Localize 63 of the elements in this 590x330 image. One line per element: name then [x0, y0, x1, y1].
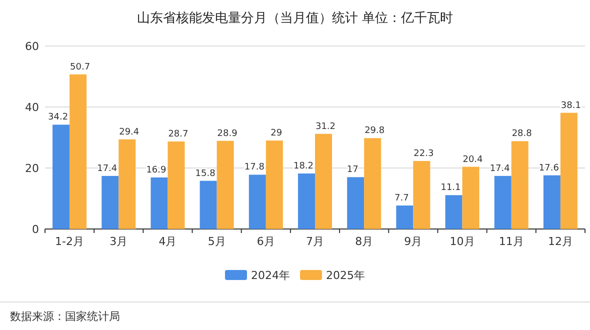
x-tick-label: 6月 — [256, 235, 275, 248]
x-tick-label: 12月 — [548, 235, 573, 248]
legend-label: 2025年 — [326, 269, 365, 282]
bar — [168, 141, 185, 229]
bar — [560, 112, 578, 229]
data-label: 7.7 — [394, 194, 409, 204]
y-tick-label: 0 — [32, 223, 39, 236]
data-label: 29.4 — [119, 127, 140, 138]
x-tick-label: 4月 — [158, 235, 177, 248]
data-label: 29.8 — [364, 126, 385, 136]
bar — [494, 176, 512, 229]
data-label: 15.8 — [195, 168, 216, 179]
data-label: 17.4 — [97, 164, 118, 174]
y-tick-label: 60 — [25, 40, 39, 53]
bar — [445, 195, 462, 229]
data-label: 17.8 — [244, 162, 265, 173]
bar — [248, 174, 266, 229]
x-tick-label: 3月 — [110, 235, 128, 248]
data-label: 17.6 — [538, 163, 560, 174]
data-label: 11.1 — [440, 183, 461, 194]
bar — [347, 177, 364, 229]
x-tick-label: 9月 — [404, 235, 422, 248]
chart-title: 山东省核能发电量分月（当月值）统计 单位：亿千瓦时 — [136, 11, 454, 26]
data-label: 22.3 — [414, 148, 434, 159]
x-tick-label: 7月 — [306, 235, 324, 248]
data-label: 31.2 — [315, 122, 336, 132]
bar — [266, 140, 283, 229]
data-label: 38.1 — [560, 100, 581, 111]
x-tick-label: 5月 — [208, 235, 226, 248]
bar — [70, 74, 87, 229]
x-tick-label: 11月 — [498, 235, 524, 248]
bar — [52, 124, 70, 229]
data-label: 17.4 — [490, 164, 510, 174]
bar — [150, 177, 168, 229]
data-label: 18.2 — [293, 161, 314, 172]
bar — [315, 134, 332, 229]
bar — [364, 138, 382, 229]
x-tick-label: 10月 — [450, 235, 475, 248]
bar — [511, 141, 528, 229]
bar — [462, 166, 480, 229]
x-tick-label: 1-2月 — [55, 235, 84, 248]
data-label: 28.9 — [217, 128, 238, 139]
data-label: 28.8 — [512, 129, 532, 140]
y-tick-label: 40 — [25, 101, 39, 114]
data-label: 17 — [346, 165, 358, 176]
bar — [413, 160, 430, 229]
y-tick-label: 20 — [25, 162, 39, 175]
data-label: 28.7 — [168, 129, 188, 140]
data-label: 29 — [270, 128, 282, 139]
bar — [102, 176, 119, 229]
data-label: 20.4 — [462, 154, 484, 165]
data-label: 16.9 — [146, 165, 167, 176]
bar — [396, 206, 414, 229]
legend-label: 2024年 — [251, 269, 290, 282]
data-label: 50.7 — [70, 62, 90, 72]
source-note: 数据来源：国家统计局 — [10, 310, 120, 323]
data-label: 34.2 — [48, 112, 68, 123]
bar — [543, 175, 560, 229]
bar — [200, 180, 217, 229]
bar — [298, 173, 315, 229]
bar — [118, 139, 136, 229]
bar — [216, 140, 234, 229]
x-tick-label: 8月 — [355, 235, 374, 248]
